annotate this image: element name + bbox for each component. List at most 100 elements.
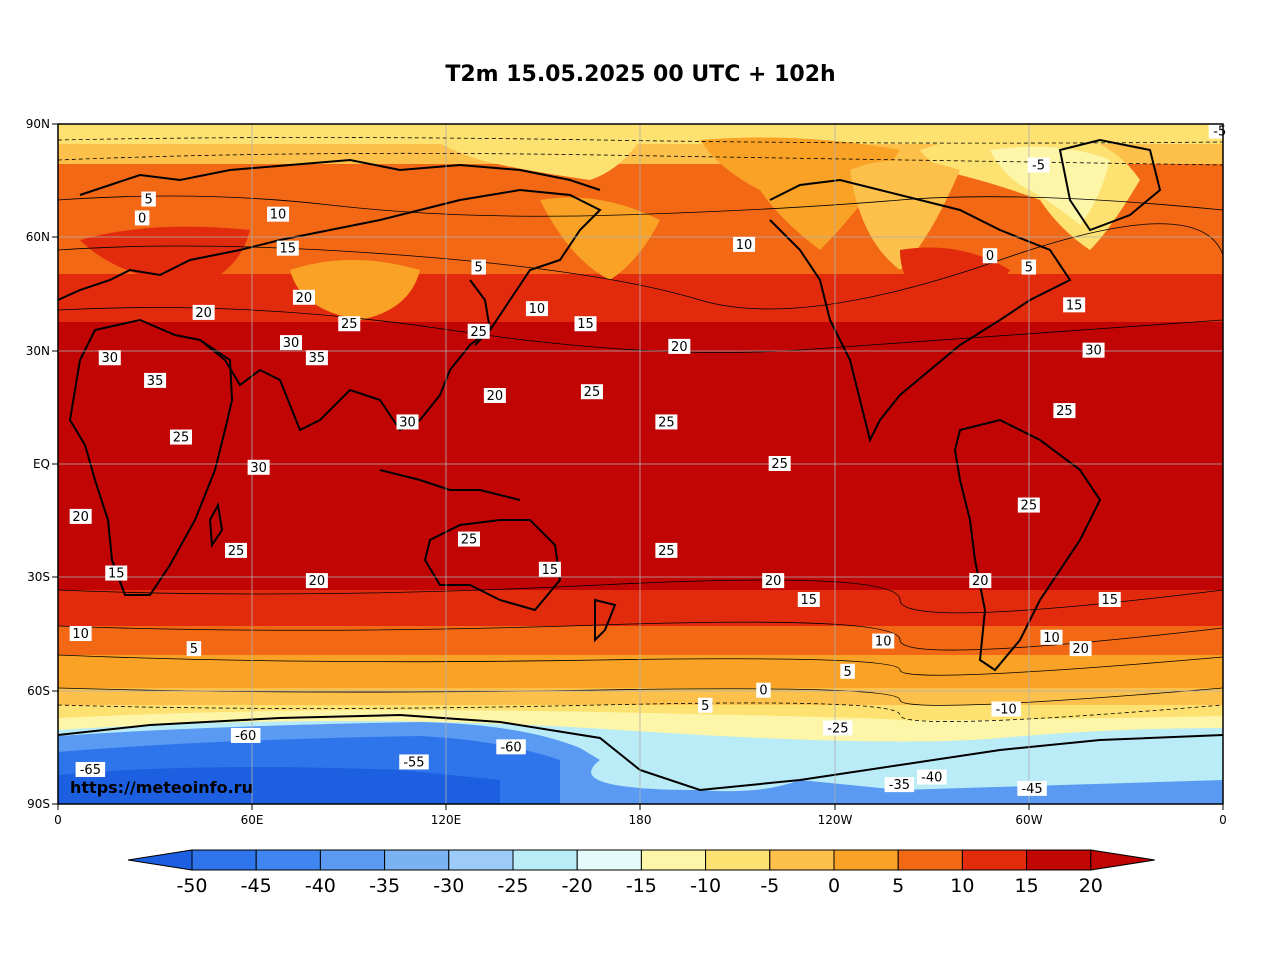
colorbar-segment: [897, 849, 963, 871]
contour-label: 5: [186, 641, 202, 657]
contour-label-text: -65: [80, 763, 101, 778]
contour-label-text: 35: [147, 374, 164, 389]
contour-label: 15: [1098, 592, 1121, 608]
contour-label-text: 5: [190, 642, 198, 657]
contour-label: -45: [1017, 780, 1047, 797]
contour-label-text: -60: [235, 729, 256, 744]
contour-label: 0: [982, 248, 998, 264]
colorbar-segment: [255, 849, 321, 871]
contour-label: 20: [292, 289, 315, 306]
contour-label: 25: [1017, 497, 1040, 514]
contour-label-text: 30: [1085, 344, 1102, 359]
lat-tick-60n: 60N: [25, 230, 50, 244]
colorbar-label: 20: [1078, 875, 1103, 897]
contour-label: 30: [280, 335, 302, 351]
contour-label-text: 25: [173, 431, 190, 446]
contour-label: 5: [471, 259, 486, 276]
lon-tick-120e: 120E: [430, 813, 462, 827]
contour-label: 25: [768, 456, 791, 472]
lon-tick-0: 0: [54, 813, 62, 827]
contour-label: -25: [823, 720, 853, 736]
colorbar-segment: [191, 849, 257, 871]
colorbar-label: 10: [950, 875, 975, 897]
contour-label: -5: [1208, 123, 1231, 140]
contour-label-text: 30: [399, 415, 416, 430]
contour-label-text: 25: [658, 544, 675, 559]
colorbar: [127, 849, 1155, 871]
contour-label: 0: [756, 682, 771, 699]
colorbar-label: -15: [625, 875, 657, 897]
contour-label-text: 20: [671, 340, 688, 355]
contour-label: 10: [1040, 629, 1063, 646]
contour-label-text: 20: [1072, 642, 1089, 657]
contour-label-text: 10: [736, 238, 753, 253]
contour-label-text: 20: [195, 306, 212, 321]
contour-label-text: 20: [296, 291, 313, 306]
contour-label-text: 20: [765, 574, 782, 589]
colorbar-segment: [319, 849, 386, 871]
contour-label: 25: [224, 542, 247, 559]
contour-label: 25: [169, 429, 192, 446]
lat-tick-90s: 90S: [27, 797, 50, 811]
lon-tick-120w: 120W: [817, 813, 853, 827]
contour-label-text: 5: [1025, 261, 1033, 276]
colorbar-label: -5: [760, 875, 780, 897]
lat-tick-30s: 30S: [27, 570, 50, 584]
contour-label: 20: [969, 573, 992, 589]
contour-label: 25: [457, 531, 480, 548]
colorbar-label: -10: [690, 875, 722, 897]
contour-label-text: -60: [500, 740, 521, 755]
contour-label-text: 30: [250, 461, 267, 476]
contour-lines: [58, 137, 1223, 722]
contour-label: 20: [192, 304, 215, 321]
contour-label-text: 30: [102, 351, 119, 366]
contour-label: 5: [840, 663, 855, 680]
contour-label-text: 0: [759, 684, 767, 699]
lon-tick-60e: 60E: [240, 813, 264, 827]
contour-label-text: 5: [843, 665, 851, 680]
contour-label: -55: [399, 754, 429, 770]
colorbar-label: 0: [827, 875, 841, 897]
map-title: T2m 15.05.2025 00 UTC + 102h: [445, 62, 836, 87]
colorbar-label: 15: [1014, 875, 1039, 897]
colorbar-segment: [1026, 849, 1092, 871]
contour-label: 20: [762, 573, 785, 589]
contour-label-text: 20: [309, 574, 326, 589]
colorbar-segment: [833, 849, 899, 871]
contour-label-text: 10: [72, 627, 89, 642]
contour-label: 15: [105, 565, 128, 582]
contour-label-text: 10: [270, 208, 287, 223]
contour-label: 15: [574, 316, 597, 332]
contour-label-text: 25: [1056, 404, 1073, 419]
watermark: https://meteoinfo.ru: [70, 778, 253, 797]
contour-label-text: 20: [72, 510, 89, 525]
contour-label: 5: [697, 697, 713, 714]
colorbar-label: -50: [176, 875, 208, 897]
colorbar-segment: [512, 849, 578, 871]
contour-label-text: 25: [341, 317, 358, 332]
colorbar-label: -40: [304, 875, 336, 897]
contour-label: 30: [1082, 342, 1105, 359]
colorbar-segment: [769, 849, 835, 871]
contour-label-text: 35: [309, 351, 326, 366]
colorbar-segment: [961, 849, 1028, 871]
axis-ticks: [52, 123, 1224, 810]
contour-label-layer: -5 -5 0 5 10 15 20 25 30 35 30 25 20 25 15 10 5 10 5 20 25 25…: [69, 123, 1231, 797]
colorbar-label: -35: [369, 875, 401, 897]
contour-label: 5: [1021, 259, 1037, 276]
colorbar-label: -45: [240, 875, 272, 897]
contour-label-text: -25: [827, 721, 848, 736]
colorbar-label: -30: [433, 875, 465, 897]
contour-label-text: -40: [921, 771, 942, 786]
contour-label-text: -5: [1032, 159, 1045, 174]
contour-label-text: 15: [801, 593, 818, 608]
colorbar-label: 5: [892, 875, 905, 897]
contour-label-text: 15: [108, 567, 125, 582]
lon-tick-60w: 60W: [1015, 813, 1043, 827]
contour-label: -65: [75, 762, 106, 778]
contour-label: 10: [69, 626, 92, 642]
contour-label: 20: [1069, 641, 1092, 657]
contour-label: 10: [733, 236, 756, 253]
contour-label: 20: [305, 573, 328, 589]
